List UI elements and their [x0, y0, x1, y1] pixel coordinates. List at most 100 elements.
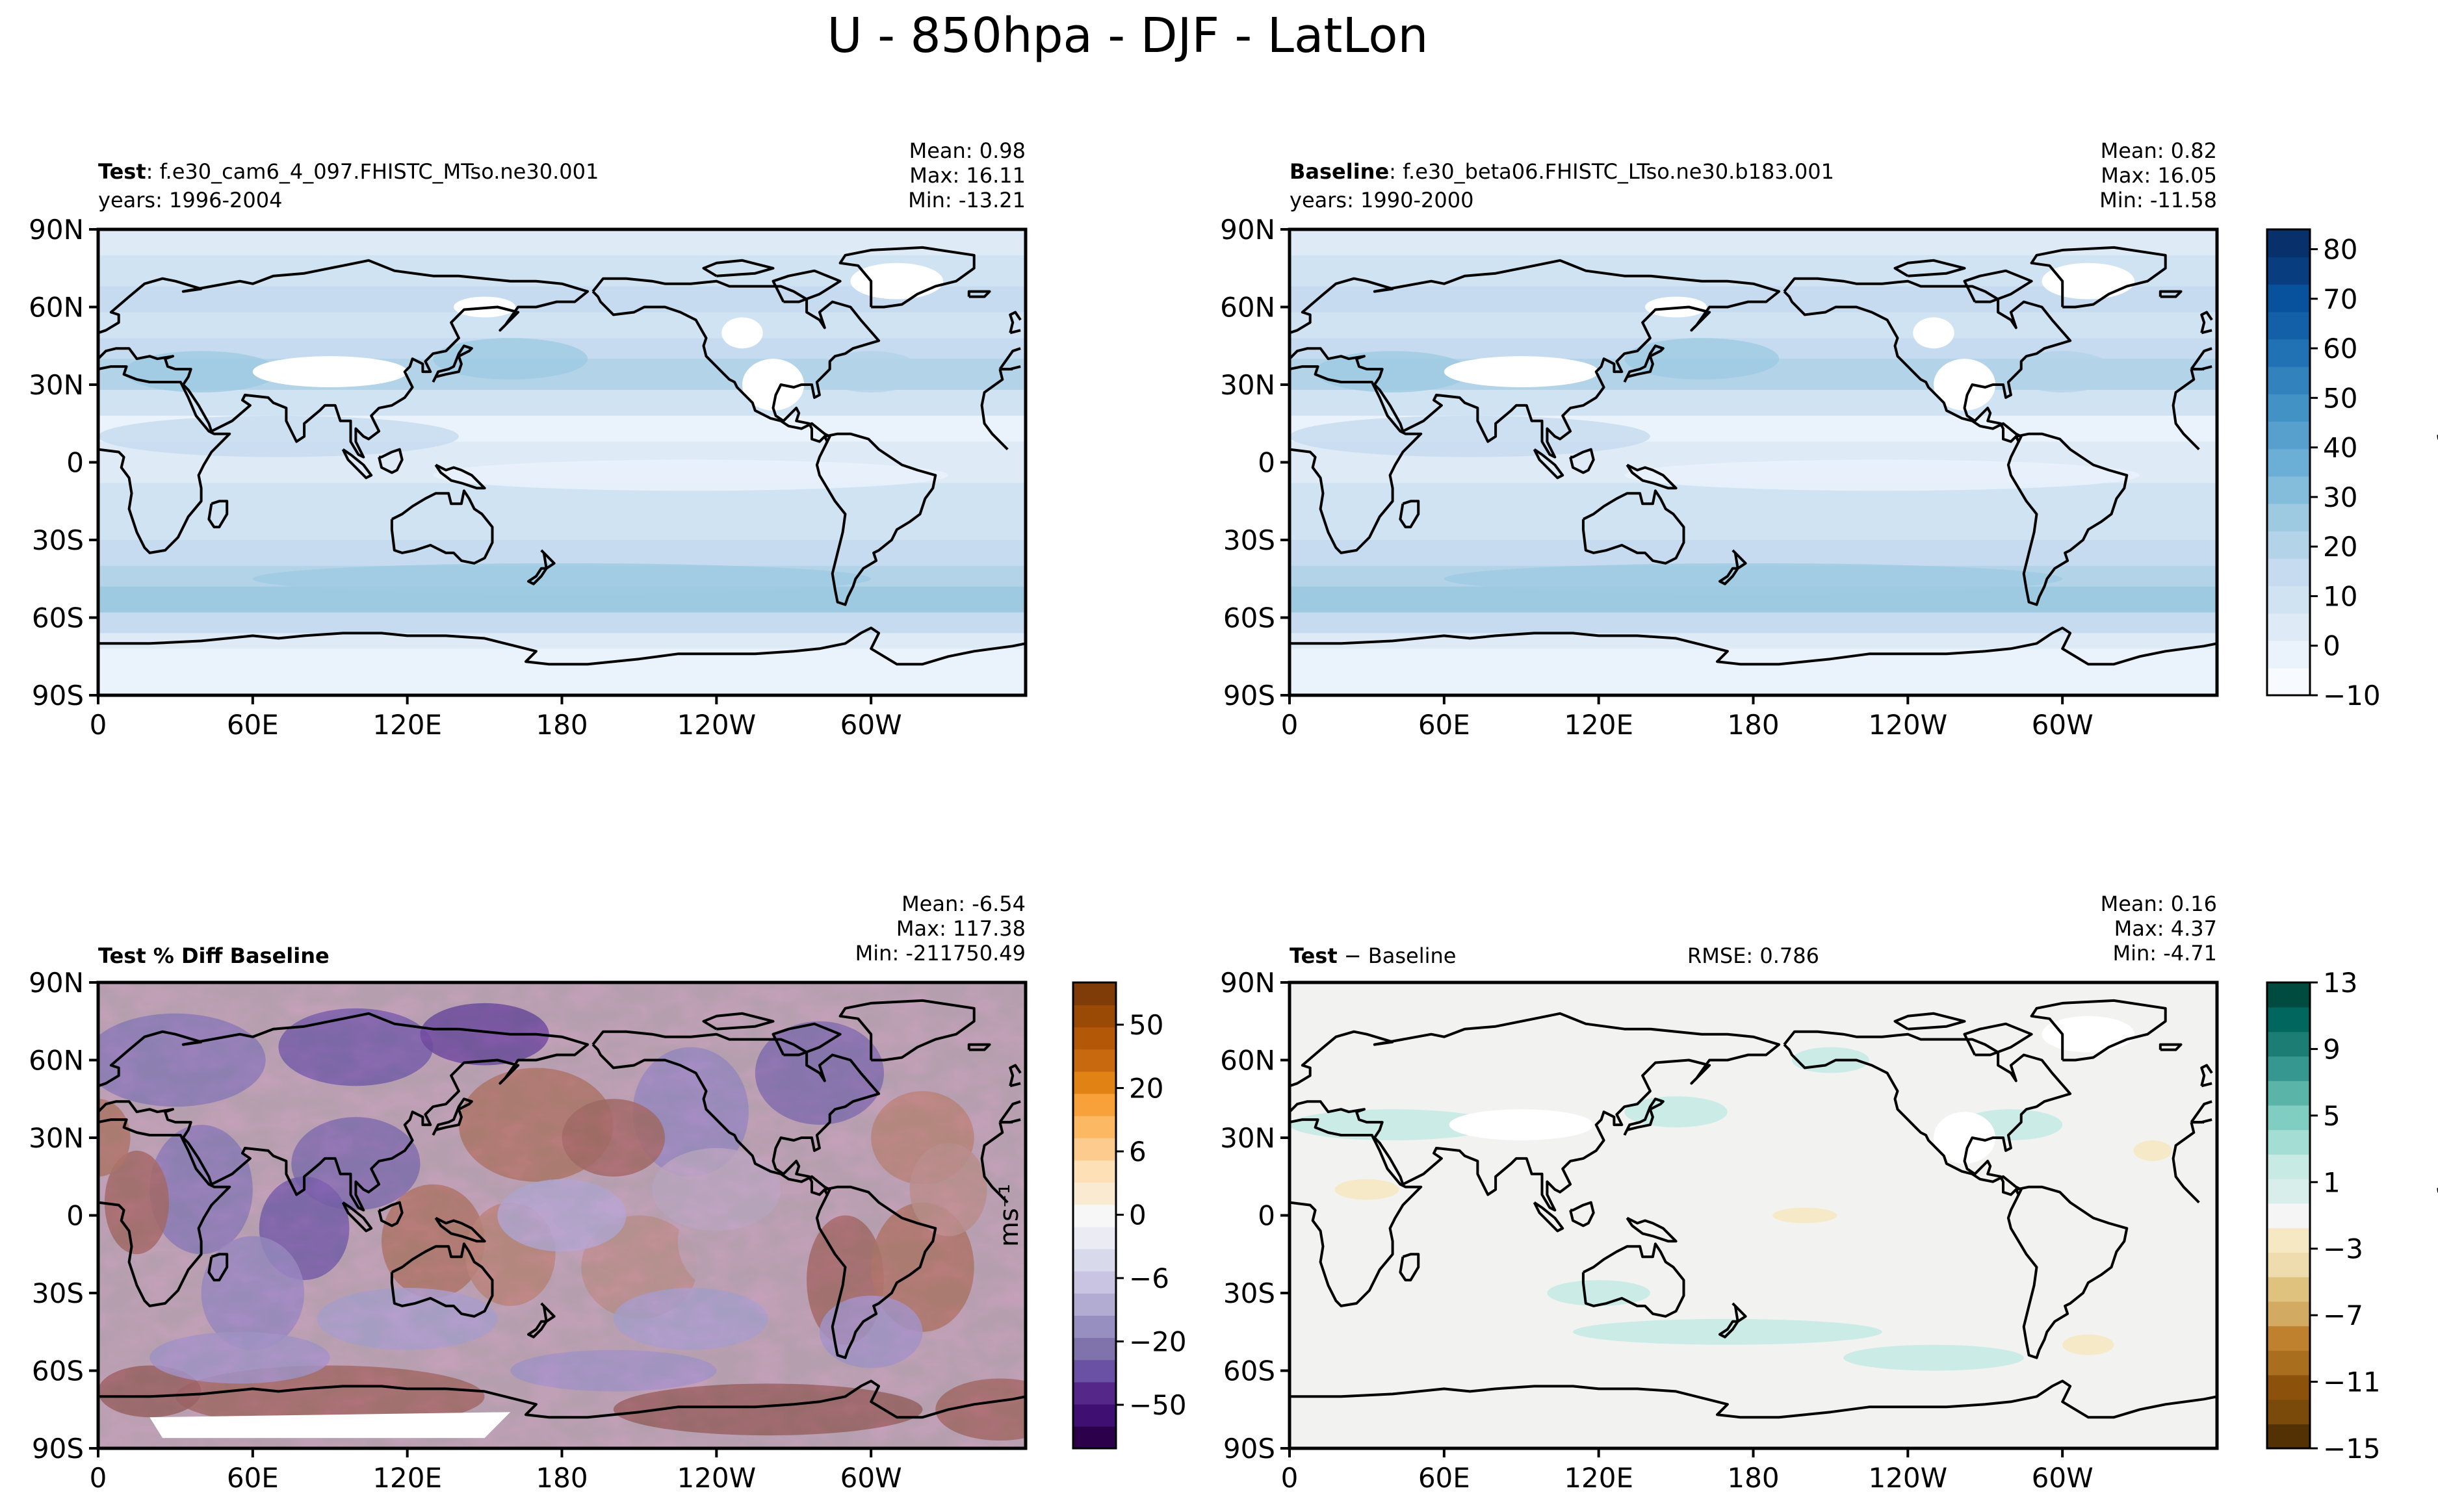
field-blob	[1334, 1179, 1399, 1200]
coastline	[341, 448, 373, 480]
y-tick-label: 30N	[1220, 1122, 1275, 1154]
coastline	[2030, 999, 2167, 1062]
panel-stat: Min: -4.71	[2112, 941, 2217, 966]
colorbar-swatch	[2267, 1227, 2310, 1253]
colorbar-label: −3	[2323, 1233, 2363, 1265]
coastline	[1290, 1118, 2205, 1307]
colorbar-swatch	[1073, 1315, 1116, 1339]
colorbar-swatch	[2267, 394, 2310, 422]
coastline	[1623, 1097, 1665, 1136]
coastline	[207, 1253, 229, 1282]
x-tick-label: 0	[1281, 1462, 1299, 1494]
colorbar-swatch	[1073, 1093, 1116, 1116]
field-blob	[2010, 351, 2114, 392]
colorbar-swatch	[2267, 1129, 2310, 1155]
colorbar-unit: ms⁻¹	[2433, 1184, 2438, 1247]
y-tick-label: 30S	[1223, 524, 1275, 556]
x-tick-label: 60W	[840, 709, 902, 741]
coastline	[1893, 1012, 1966, 1031]
y-tick-label: 60N	[1220, 1045, 1275, 1077]
field-band	[98, 633, 1026, 650]
colorbar-cb-pct: 50 20 6 0 −6 −20 −50 ms⁻¹	[994, 981, 1187, 1450]
figure-title: U - 850hpa - DJF - LatLon	[827, 8, 1429, 64]
panel-stat: Max: 117.38	[896, 916, 1026, 941]
coastline	[2159, 1043, 2183, 1051]
panel-label-bold: Baseline	[1290, 159, 1389, 184]
coastline	[1290, 626, 2217, 666]
field-blob	[1624, 1096, 1728, 1128]
colorbar-label: 50	[1129, 1009, 1163, 1041]
panel-label: Test − Baseline	[1290, 943, 1456, 968]
field-patch	[1913, 317, 1954, 349]
x-tick-label: 180	[536, 1462, 588, 1494]
coastline	[1399, 1253, 1420, 1282]
coastline	[702, 259, 775, 277]
field-band	[98, 229, 1026, 256]
field-band	[98, 540, 1026, 567]
field-band	[98, 648, 1026, 695]
coastline	[2200, 311, 2213, 335]
y-tick-label: 30N	[29, 369, 84, 401]
colorbar-swatch	[2267, 667, 2310, 696]
coastline	[1718, 1302, 1747, 1339]
y-tick-label: 60S	[1223, 1355, 1275, 1387]
coastline	[1893, 259, 1966, 277]
coastlines	[98, 999, 1026, 1419]
coastline	[591, 1030, 881, 1196]
colorbar-swatch	[2267, 503, 2310, 532]
y-tick-label: 0	[66, 1200, 84, 1232]
colorbar-swatch	[2267, 1252, 2310, 1277]
panel-rmse: RMSE: 0.786	[1687, 943, 1819, 968]
colorbar-label: −15	[2323, 1433, 2381, 1465]
panel-label: Baseline: f.e30_beta06.FHISTC_LTso.ne30.…	[1290, 159, 1834, 184]
field-band	[1290, 633, 2217, 650]
colorbar-label: 40	[2323, 432, 2357, 464]
field-base	[1290, 982, 2217, 1448]
colorbar-swatch	[2267, 476, 2310, 504]
colorbar-swatch	[2267, 1080, 2310, 1106]
y-tick-label: 90S	[1223, 1433, 1275, 1465]
coastline	[1783, 1030, 2072, 1196]
x-tick-label: 180	[536, 709, 588, 741]
coastline	[1963, 1022, 2033, 1057]
field-blob	[1290, 415, 1650, 457]
colorbar-label: 70	[2323, 283, 2357, 315]
colorbar-swatch	[2267, 1105, 2310, 1131]
colorbar-swatch	[1073, 1403, 1116, 1427]
coastlines	[98, 246, 1026, 666]
colorbar-swatch	[2267, 448, 2310, 477]
panel-label-rest: : f.e30_beta06.FHISTC_LTso.ne30.b183.001	[1389, 159, 1834, 184]
coastline	[98, 626, 1026, 666]
colorbar-swatch	[2267, 284, 2310, 313]
colorbar-swatch	[2267, 1276, 2310, 1302]
colorbar-label: −11	[2323, 1366, 2381, 1398]
colorbar-label: −20	[1129, 1326, 1187, 1358]
panel-stat: Mean: 0.82	[2101, 138, 2217, 163]
colorbar-label: 30	[2323, 481, 2357, 513]
x-tick-label: 0	[90, 709, 107, 741]
field-patch	[149, 1412, 511, 1439]
colorbar-swatch	[2267, 1424, 2310, 1449]
field-patch	[1933, 1112, 1996, 1164]
coastline	[2006, 1185, 2129, 1359]
coastline	[432, 1097, 473, 1136]
coastline	[1009, 311, 1022, 335]
coastline	[838, 246, 976, 309]
colorbar-swatch	[2267, 1006, 2310, 1032]
field-blob	[1444, 563, 2063, 595]
coastline	[1533, 1201, 1564, 1233]
colorbar-swatch	[1073, 1182, 1116, 1205]
y-tick-label: 90N	[29, 967, 84, 999]
colorbar-swatch	[1073, 1359, 1116, 1383]
colorbar-label: −10	[2323, 680, 2381, 711]
colorbar-unit: ms⁻¹	[2433, 431, 2438, 494]
coastline	[207, 500, 229, 529]
panel-label: Test % Diff Baseline	[98, 943, 330, 968]
panel-stat: Mean: 0.16	[2101, 891, 2217, 916]
coastline	[98, 365, 1013, 554]
coastlines	[1290, 246, 2217, 666]
colorbar-swatch	[2267, 1399, 2310, 1425]
x-tick-label: 60E	[1418, 1462, 1470, 1494]
colorbars: 80706050403020100−10ms⁻¹502060−6−20−50ms…	[994, 228, 2438, 1465]
